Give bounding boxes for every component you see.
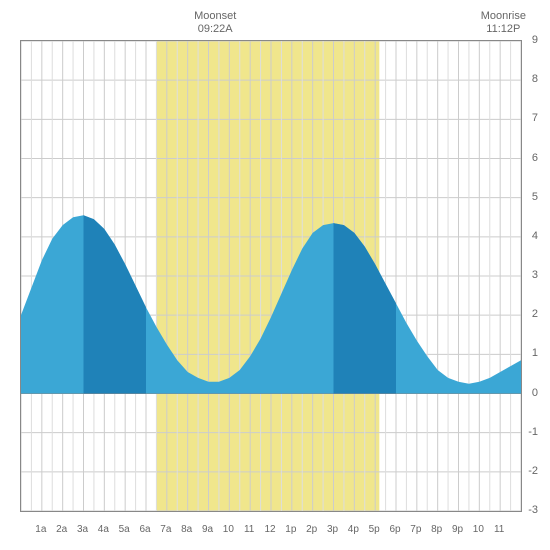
x-tick-label: 10 xyxy=(473,524,484,535)
x-tick-label: 6p xyxy=(389,524,400,535)
moonset-time: 09:22A xyxy=(198,23,233,35)
x-tick-label: 5a xyxy=(119,524,130,535)
y-tick-label: -2 xyxy=(528,465,538,477)
moonrise-label: Moonrise 11:12P xyxy=(478,10,528,36)
moonset-label: Moonset 09:22A xyxy=(190,10,240,36)
moonset-title: Moonset xyxy=(194,10,236,22)
x-tick-label: 6a xyxy=(139,524,150,535)
x-tick-label: 1a xyxy=(35,524,46,535)
plot-area xyxy=(20,40,522,512)
tide-chart: Moonset 09:22A Moonrise 11:12P -3-2-1012… xyxy=(10,10,540,540)
x-tick-label: 8a xyxy=(181,524,192,535)
x-tick-label: 3a xyxy=(77,524,88,535)
moonrise-title: Moonrise xyxy=(481,10,526,22)
x-tick-label: 5p xyxy=(369,524,380,535)
x-tick-label: 1p xyxy=(285,524,296,535)
x-tick-label: 7p xyxy=(410,524,421,535)
x-tick-label: 11 xyxy=(244,524,254,535)
y-tick-label: 1 xyxy=(532,347,538,359)
y-tick-label: 0 xyxy=(532,387,538,399)
y-tick-label: 3 xyxy=(532,269,538,281)
x-tick-label: 4p xyxy=(348,524,359,535)
x-tick-label: 7a xyxy=(160,524,171,535)
y-tick-label: 6 xyxy=(532,152,538,164)
x-tick-label: 3p xyxy=(327,524,338,535)
x-tick-label: 9p xyxy=(452,524,463,535)
y-tick-label: 4 xyxy=(532,230,538,242)
x-tick-label: 4a xyxy=(98,524,109,535)
y-tick-label: 5 xyxy=(532,191,538,203)
y-tick-label: -1 xyxy=(528,426,538,438)
moonrise-time: 11:12P xyxy=(486,23,520,35)
y-axis-labels: -3-2-10123456789 xyxy=(522,40,540,510)
x-tick-label: 9a xyxy=(202,524,213,535)
y-tick-label: -3 xyxy=(528,504,538,516)
y-tick-label: 9 xyxy=(532,34,538,46)
x-tick-label: 10 xyxy=(223,524,234,535)
x-tick-label: 2p xyxy=(306,524,317,535)
chart-header: Moonset 09:22A Moonrise 11:12P xyxy=(10,10,540,40)
y-tick-label: 2 xyxy=(532,308,538,320)
x-tick-label: 12 xyxy=(264,524,275,535)
y-tick-label: 8 xyxy=(532,73,538,85)
x-tick-label: 8p xyxy=(431,524,442,535)
y-tick-label: 7 xyxy=(532,112,538,124)
x-axis-labels: 1a 2a 3a 4a 5a 6a 7a 8a 9a 10 11 12 1p 2p 3p 4p 5p 6p 7p 8p… xyxy=(20,520,520,540)
x-tick-label: 11 xyxy=(494,524,504,535)
x-tick-label: 2a xyxy=(56,524,67,535)
